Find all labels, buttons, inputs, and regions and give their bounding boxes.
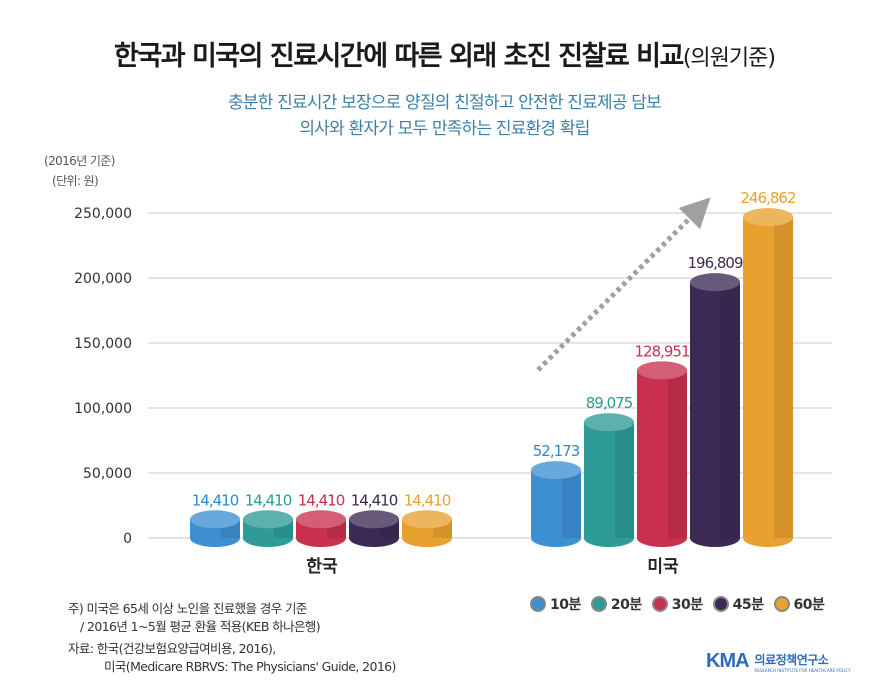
data-label: 14,410 (351, 491, 398, 509)
bar-shade (721, 282, 740, 538)
bar-top (296, 510, 346, 529)
bar-top (743, 208, 793, 227)
y-tick-label: 100,000 (74, 401, 132, 417)
axis-note-unit: (단위: 원) (52, 174, 99, 188)
bar-top (531, 461, 581, 480)
bar-shade (562, 470, 581, 538)
bar-shade (615, 422, 634, 538)
y-tick-label: 200,000 (74, 271, 132, 287)
bar-top (584, 413, 634, 432)
legend-label: 30분 (671, 597, 703, 613)
y-tick-label: 250,000 (74, 206, 132, 222)
legend-item: 60분 (773, 594, 825, 614)
bar (531, 461, 581, 547)
legend-item: 45분 (712, 594, 764, 614)
bar-top (349, 510, 399, 529)
legend-label: 10분 (550, 597, 581, 613)
bar-top (690, 273, 740, 292)
y-tick-label: 50,000 (83, 466, 132, 482)
trend-arrow (536, 197, 711, 372)
bar-top (637, 361, 687, 380)
legend-dot (651, 596, 668, 612)
legend-label: 60분 (793, 597, 825, 613)
bar (243, 510, 293, 547)
bar (584, 413, 634, 547)
bar-shade (774, 217, 793, 538)
legend-label: 45분 (732, 597, 764, 613)
legend-item: 20분 (590, 594, 642, 614)
category-label: 한국 (306, 557, 338, 577)
axis-note-year: (2016년 기준) (44, 154, 115, 168)
y-tick-label: 0 (123, 531, 132, 547)
logo-mark: KMA (706, 650, 750, 672)
footnote-line1: 주) 미국은 65세 이상 노인을 진료했을 경우 기준 (68, 601, 307, 616)
data-label: 246,862 (740, 189, 795, 207)
kma-logo: KMA 의료정책연구소 RESEARCH INSTITUTE FOR HEALT… (706, 650, 850, 673)
chart-title-main: 한국과 미국의 진료시간에 따른 외래 초진 진찰료 비교 (114, 41, 684, 72)
footnote-line2: / 2016년 1~5월 평균 환율 적용(KEB 하나은행) (80, 619, 321, 634)
legend-dot (530, 596, 546, 612)
bar-shade (668, 370, 687, 538)
bar-layer (190, 197, 793, 547)
data-label: 14,410 (245, 491, 292, 509)
legend-label: 20분 (610, 597, 642, 613)
logo-english: RESEARCH INSTITUTE FOR HEALTHCARE POLICY (754, 667, 851, 673)
bar-top (243, 510, 293, 529)
legend: 10분 20분 30분 45분 60분 (530, 594, 825, 614)
data-label: 128,951 (634, 342, 689, 360)
source-line1: 자료: 한국(건강보험요양급여비용, 2016), (68, 641, 276, 656)
data-label: 52,173 (533, 442, 580, 460)
legend-dot (773, 596, 790, 612)
chart-subtitle-line1: 충분한 진료시간 보장으로 양질의 친절하고 안전한 진료제공 담보 (228, 93, 662, 113)
legend-item: 10분 (530, 594, 581, 614)
bar-top (190, 510, 240, 529)
bar (190, 510, 240, 547)
legend-dot (712, 596, 729, 612)
label-layer: 0 50,000 100,000 150,000 200,000 250,000 14,41… (74, 189, 797, 577)
logo-korean: 의료정책연구소 (754, 652, 829, 667)
data-label: 14,410 (192, 491, 239, 509)
legend-dot (590, 596, 607, 612)
source-line2: 미국(Medicare RBRVS: The Physicians' Guide… (104, 659, 396, 674)
bar (637, 361, 687, 547)
data-label: 14,410 (404, 491, 451, 509)
bar (296, 510, 346, 547)
legend-item: 30분 (651, 594, 703, 614)
data-label: 196,809 (687, 254, 742, 272)
bar (743, 208, 793, 547)
bar-top (402, 510, 452, 529)
bar (690, 273, 740, 547)
y-tick-label: 150,000 (74, 336, 132, 352)
chart-title-suffix: (의원기준) (682, 46, 776, 71)
bar (402, 510, 452, 547)
chart-title: 한국과 미국의 진료시간에 따른 외래 초진 진찰료 비교(의원기준) (0, 34, 889, 73)
category-label: 미국 (647, 557, 679, 577)
data-label: 14,410 (298, 491, 345, 509)
bar (349, 510, 399, 547)
data-label: 89,075 (586, 394, 633, 412)
chart-subtitle-line2: 의사와 환자가 모두 만족하는 진료환경 확립 (299, 119, 590, 139)
